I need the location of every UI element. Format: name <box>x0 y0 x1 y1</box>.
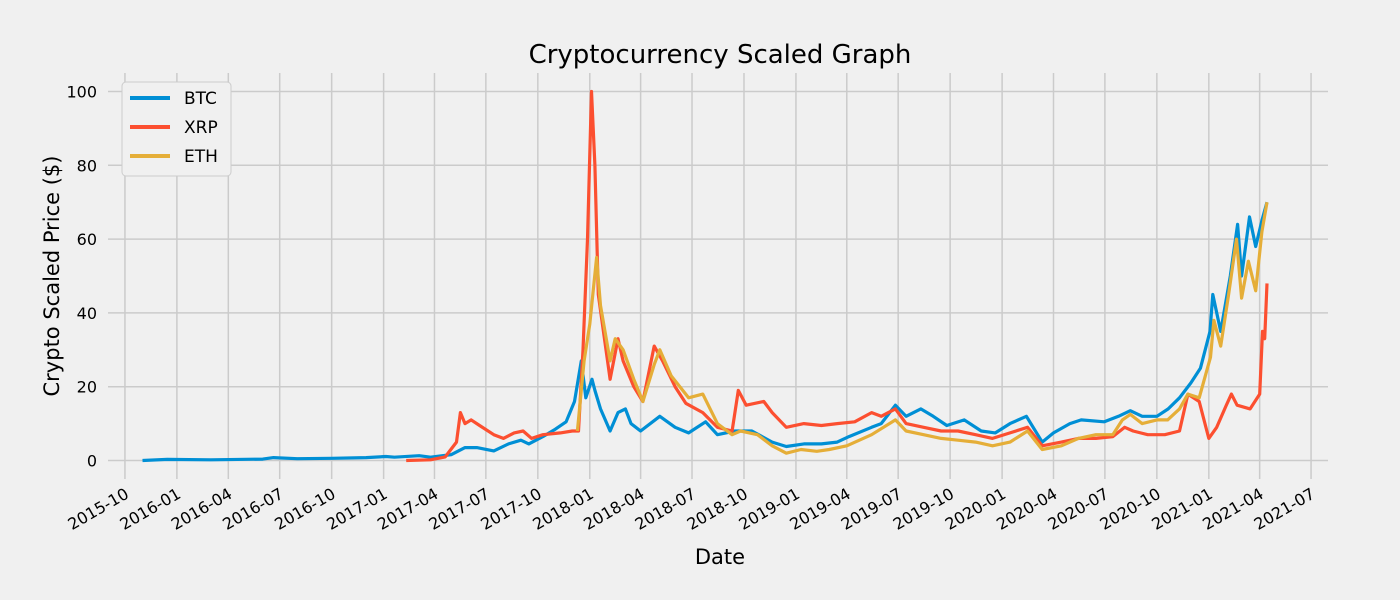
y-axis-ticks: 0 20 40 60 80 100 <box>66 82 97 470</box>
series-line-btc <box>142 201 1269 463</box>
y-tick-label: 60 <box>77 230 97 249</box>
series-line-xrp <box>406 89 1269 463</box>
legend-label-eth: ETH <box>184 147 218 167</box>
chart-title: Cryptocurrency Scaled Graph <box>529 40 912 70</box>
y-tick-label: 100 <box>66 82 97 101</box>
x-axis-label: Date <box>695 545 745 569</box>
y-tick-label: 0 <box>87 452 97 471</box>
series-line-eth <box>575 201 1269 455</box>
y-tick-label: 20 <box>77 378 97 397</box>
legend-box <box>121 81 232 177</box>
legend: BTC XRP ETH <box>121 81 232 177</box>
legend-label-btc: BTC <box>184 89 217 109</box>
y-tick-label: 40 <box>77 304 97 323</box>
legend-label-xrp: XRP <box>184 118 218 138</box>
y-tick-label: 80 <box>77 156 97 175</box>
y-axis-label: Crypto Scaled Price ($) <box>40 156 64 397</box>
series-lines <box>142 89 1269 463</box>
